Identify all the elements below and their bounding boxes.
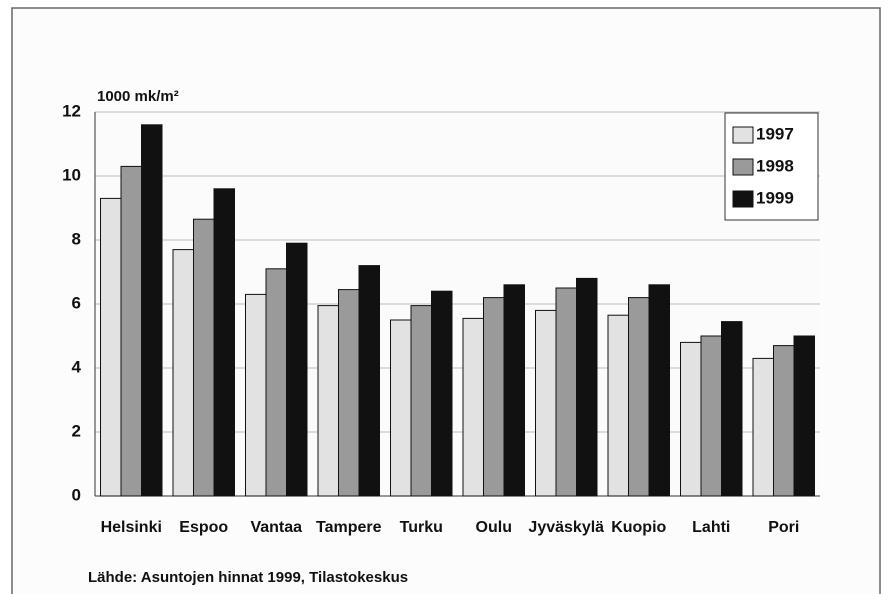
bar <box>576 277 598 497</box>
bar <box>793 335 815 497</box>
x-tick-label: Helsinki <box>101 519 162 536</box>
bar <box>462 317 484 497</box>
bar <box>607 314 629 497</box>
bar <box>648 284 670 497</box>
bar <box>120 165 142 497</box>
bar <box>390 319 412 497</box>
legend-label: 1997 <box>756 124 794 143</box>
bar <box>338 289 360 497</box>
bar <box>700 335 722 497</box>
y-tick-label: 10 <box>62 165 81 184</box>
bar <box>628 297 650 497</box>
x-tick-label: Oulu <box>476 519 512 536</box>
bar <box>317 305 339 497</box>
y-tick-label: 4 <box>72 357 82 376</box>
y-tick-label: 6 <box>72 293 81 312</box>
legend-label: 1999 <box>756 188 794 207</box>
legend-swatch <box>732 158 754 176</box>
bar <box>141 124 163 497</box>
x-tick-label: Kuopio <box>611 519 666 536</box>
bar <box>286 242 308 497</box>
bar <box>410 305 432 497</box>
bar <box>680 341 702 497</box>
bar <box>100 197 122 497</box>
bar <box>773 345 795 497</box>
bar <box>503 284 525 497</box>
bar <box>358 265 380 497</box>
source: Lähde: Asuntojen hinnat 1999, Tilastokes… <box>88 569 408 586</box>
bar <box>535 309 557 497</box>
bar <box>721 321 743 497</box>
bar <box>245 293 267 497</box>
bar <box>431 290 453 497</box>
y-tick-label: 8 <box>72 229 81 248</box>
y-tick-label: 12 <box>62 101 81 120</box>
legend-swatch <box>732 126 754 144</box>
legend-swatch <box>732 190 754 208</box>
x-tick-label: Espoo <box>179 519 228 536</box>
y-tick-label: 2 <box>72 421 81 440</box>
x-tick-label: Jyväskylä <box>528 519 604 536</box>
bar <box>265 268 287 497</box>
x-tick-label: Pori <box>768 519 799 536</box>
x-tick-label: Tampere <box>316 519 382 536</box>
y-axis-label: 1000 mk/m² <box>97 88 179 105</box>
bar <box>213 188 235 497</box>
bar <box>172 249 194 497</box>
bar <box>752 357 774 497</box>
x-tick-label: Lahti <box>692 519 730 536</box>
x-tick-label: Vantaa <box>250 519 302 536</box>
x-tick-label: Turku <box>400 519 443 536</box>
bar <box>555 287 577 497</box>
bar <box>483 297 505 497</box>
y-tick-label: 0 <box>72 485 81 504</box>
legend-label: 1998 <box>756 156 794 175</box>
bar <box>193 218 215 497</box>
